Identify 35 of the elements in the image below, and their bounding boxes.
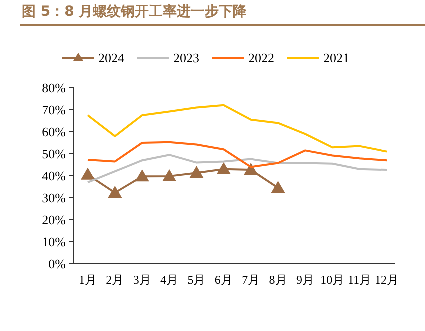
x-tick-label: 8月 xyxy=(269,273,288,287)
x-tick-label: 7月 xyxy=(242,273,260,287)
x-tick-label: 4月 xyxy=(160,273,179,287)
y-tick-label: 30% xyxy=(42,190,66,206)
x-tick-label: 10月 xyxy=(320,273,345,287)
legend-label: 2024 xyxy=(98,50,125,66)
legend-label: 2022 xyxy=(248,50,274,66)
y-tick-label: 80% xyxy=(42,80,66,96)
line-series xyxy=(87,104,388,153)
x-tick-label: 12月 xyxy=(375,273,399,287)
legend-label: 2023 xyxy=(174,50,200,66)
point xyxy=(135,170,150,182)
y-tick-label: 20% xyxy=(42,212,66,228)
y-tick-label: 10% xyxy=(42,234,66,250)
point xyxy=(216,162,231,174)
y-tick-label: 50% xyxy=(42,146,66,162)
point xyxy=(190,166,204,178)
x-tick-label: 3月 xyxy=(133,273,152,287)
line-series xyxy=(87,154,388,184)
chart-title: 图 5：8 月螺纹钢开工率进一步下降 xyxy=(22,3,248,20)
y-tick-label: 40% xyxy=(42,168,66,184)
y-tick-label: 0% xyxy=(48,256,66,272)
x-tick-label: 9月 xyxy=(296,273,314,287)
legend-label: 2021 xyxy=(324,50,350,66)
point xyxy=(271,181,286,194)
point xyxy=(162,169,177,182)
x-tick-label: 5月 xyxy=(188,273,206,287)
y-tick-label: 60% xyxy=(42,124,66,140)
x-tick-label: 11月 xyxy=(348,273,372,287)
y-tick-label: 70% xyxy=(42,102,66,118)
x-tick-label: 6月 xyxy=(214,273,233,287)
point xyxy=(81,168,95,180)
point xyxy=(108,186,122,198)
x-tick-label: 2月 xyxy=(106,273,124,287)
x-tick-label: 1月 xyxy=(79,273,97,287)
